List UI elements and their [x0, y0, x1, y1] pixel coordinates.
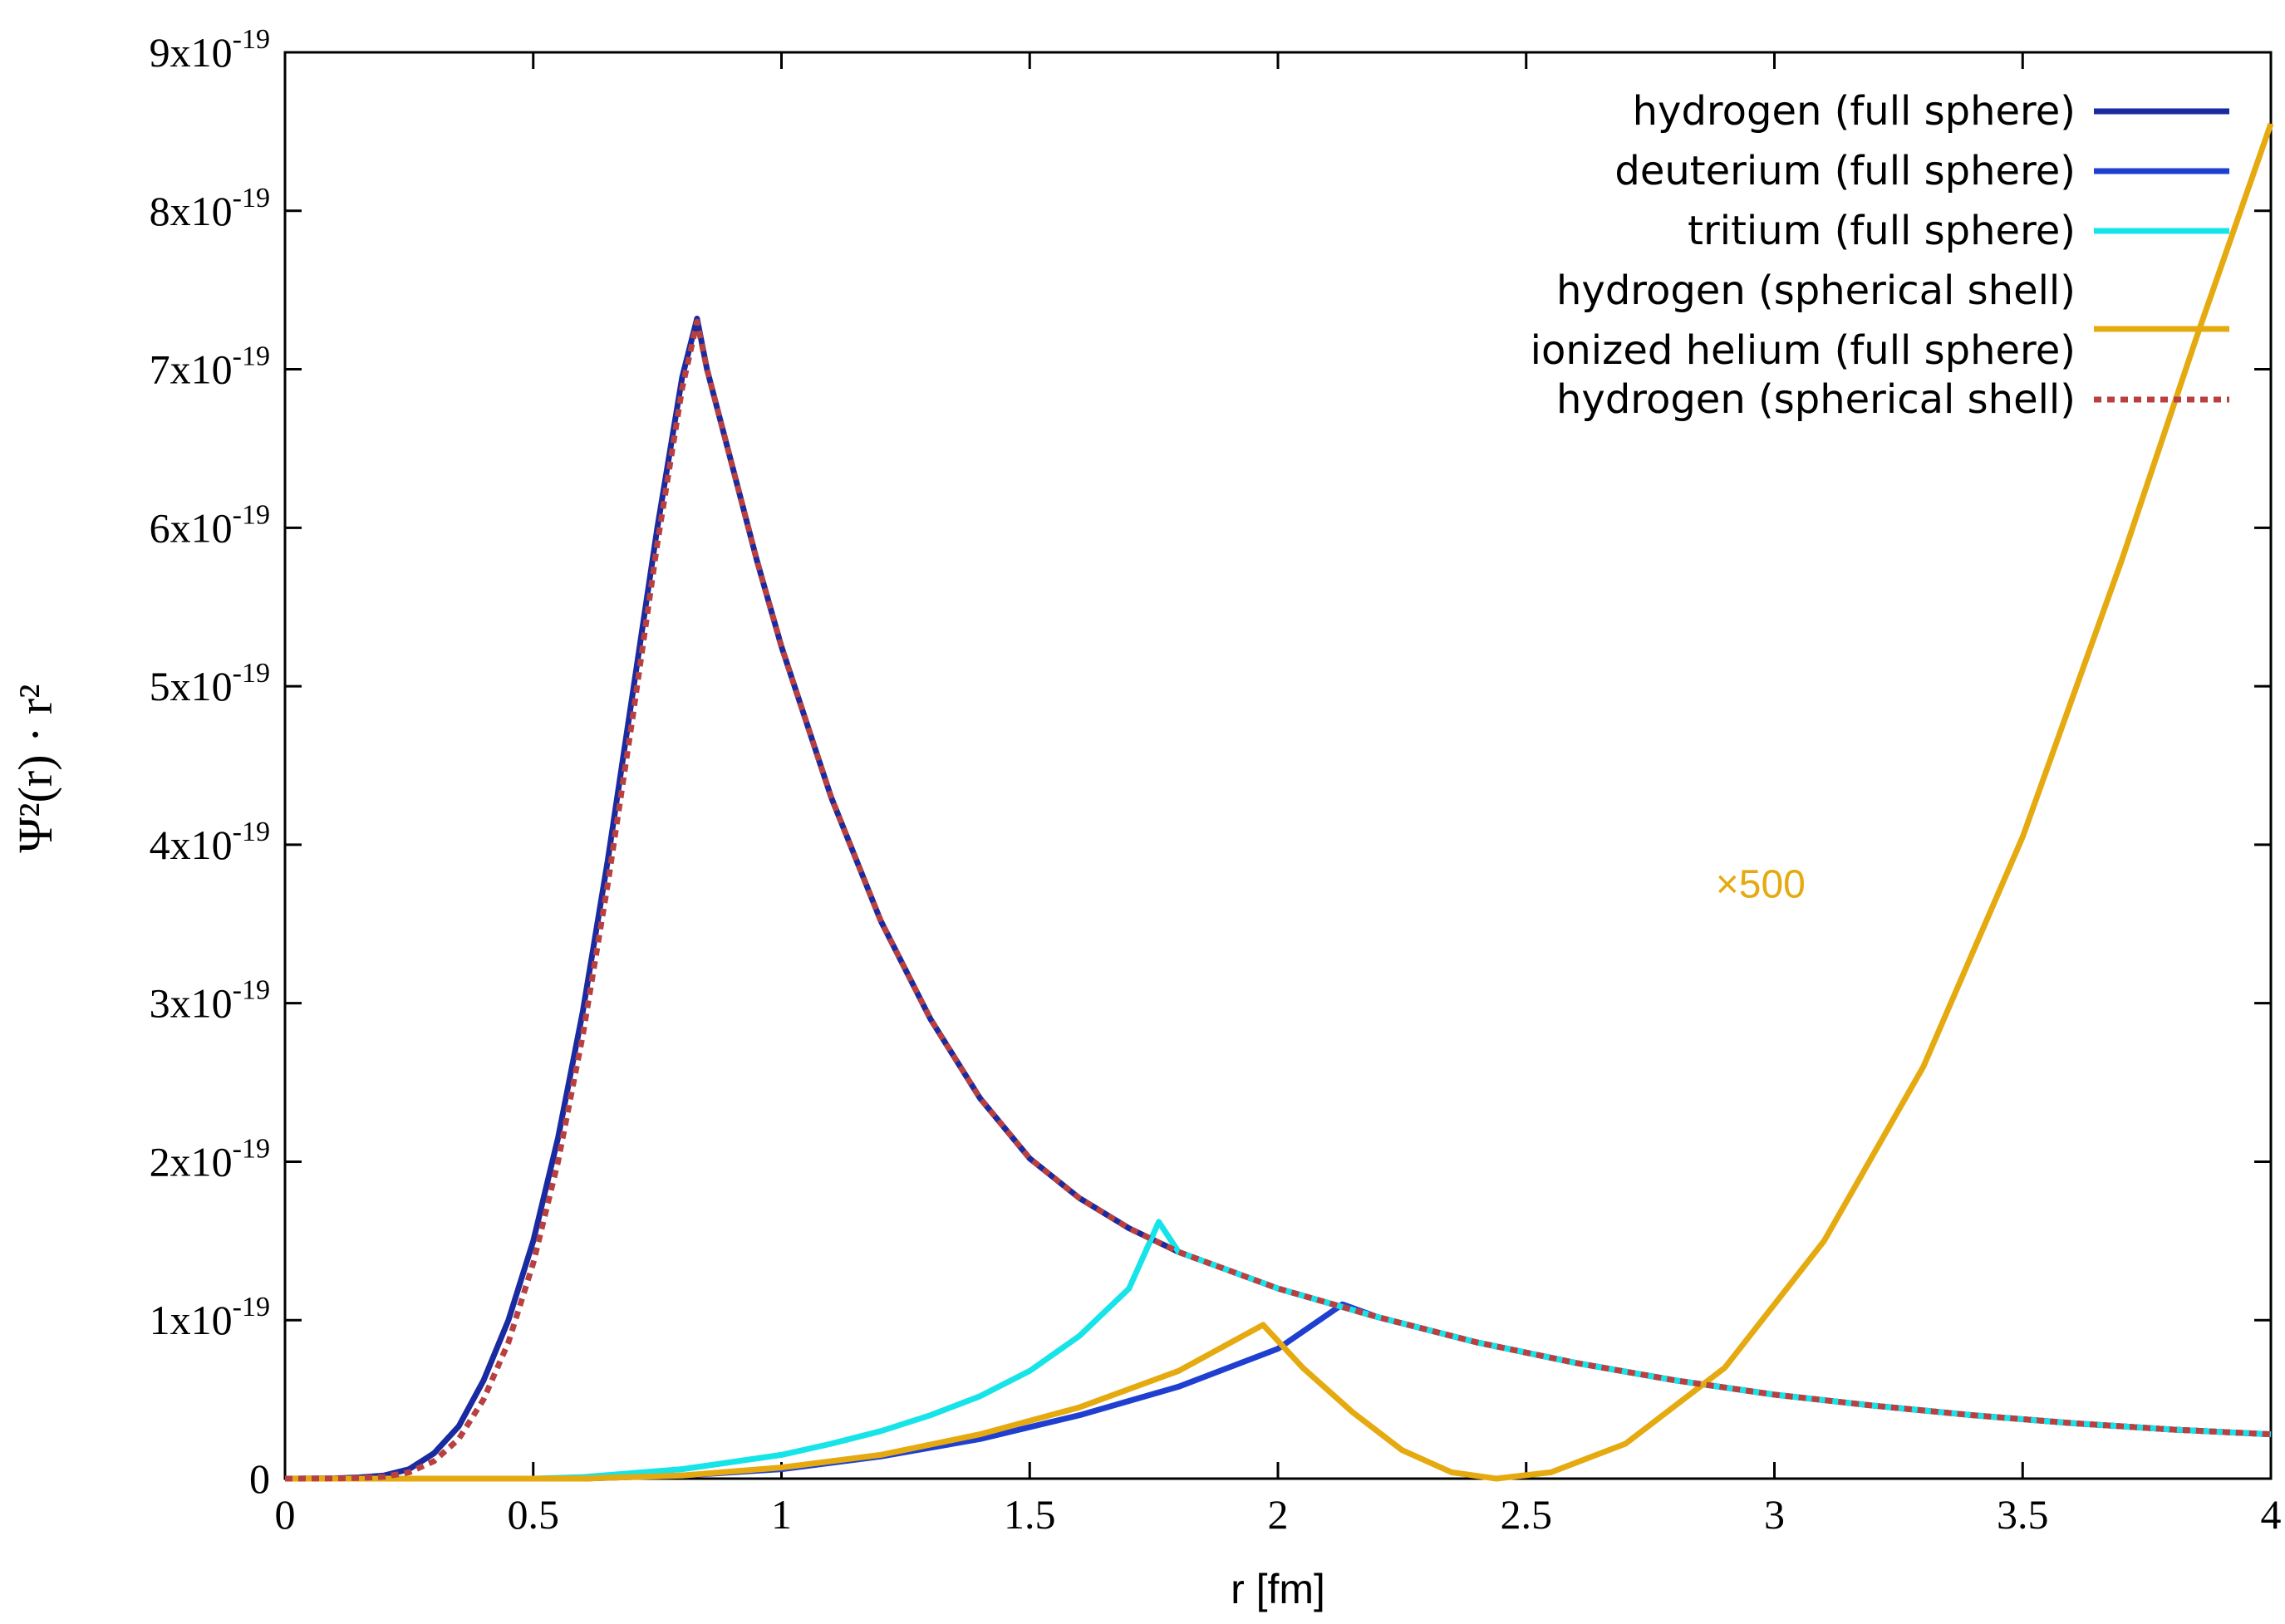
y-tick-mantissa: 0 [249, 1455, 270, 1502]
legend-label: deuterium (full sphere) [1614, 148, 2076, 194]
y-tick-mantissa: 6x10 [150, 504, 233, 551]
y-tick-mantissa: 7x10 [150, 346, 233, 393]
series-line [284, 316, 2272, 1482]
x-tick-label: 3.5 [1997, 1491, 2049, 1538]
y-tick-exponent: -19 [233, 1292, 270, 1322]
y-tick-label: 6x10-19 [150, 499, 270, 551]
x-tick-label: 1.5 [1004, 1491, 1056, 1538]
y-tick-mantissa: 8x10 [150, 188, 233, 234]
y-tick-exponent: -19 [233, 24, 270, 55]
y-tick-label: 8x10-19 [150, 183, 270, 234]
x-tick-label: 2 [1268, 1491, 1289, 1538]
legend-label: hydrogen (spherical shell) [1556, 267, 2076, 314]
y-tick-label: 5x10-19 [150, 658, 270, 709]
y-tick-label: 9x10-19 [150, 24, 270, 76]
y-tick-mantissa: 3x10 [150, 980, 233, 1027]
y-tick-exponent: -19 [233, 183, 270, 213]
legend-label: tritium (full sphere) [1688, 208, 2076, 254]
y-tick-exponent: -19 [233, 658, 270, 689]
y-tick-label: 7x10-19 [150, 341, 270, 393]
x-tick-label: 1 [771, 1491, 792, 1538]
y-tick-exponent: -19 [233, 817, 270, 847]
y-tick-label: 4x10-19 [150, 817, 270, 868]
series-line [285, 1219, 2272, 1482]
ticks: 0 0.5 1 1.5 2 2.5 3 3.5 401x10-192x10-193x10-194… [150, 24, 2282, 1538]
x-axis-title: r [fm] [1231, 1566, 1325, 1612]
legend: hydrogen (full sphere) deuterium (full sp… [1531, 88, 2229, 423]
legend-label: ionized helium (full sphere) [1531, 327, 2076, 374]
y-tick-exponent: -19 [233, 975, 270, 1006]
x-tick-label: 2.5 [1501, 1491, 1553, 1538]
y-axis-title: Ψ²(r) · r² [8, 684, 62, 852]
y-tick-mantissa: 2x10 [150, 1138, 233, 1185]
y-tick-label: 0 [249, 1455, 270, 1502]
legend-label: hydrogen (spherical shell) [1556, 376, 2076, 423]
x-tick-label: 3 [1764, 1491, 1785, 1538]
y-tick-exponent: -19 [233, 1133, 270, 1164]
y-tick-mantissa: 1x10 [150, 1297, 233, 1343]
plot-frame [283, 51, 2273, 1480]
y-tick-mantissa: 4x10 [150, 822, 233, 868]
y-tick-mantissa: 9x10 [150, 29, 233, 76]
series-line [284, 318, 2272, 1482]
y-tick-exponent: -19 [233, 341, 270, 372]
x-tick-label: 0.5 [508, 1491, 560, 1538]
y-tick-label: 1x10-19 [150, 1292, 270, 1343]
annotation-x500: ×500 [1716, 863, 1806, 907]
x-tick-label: 4 [2261, 1491, 2282, 1538]
series-layer [284, 122, 2274, 1482]
legend-label: hydrogen (full sphere) [1633, 88, 2076, 135]
y-tick-exponent: -19 [233, 499, 270, 530]
y-tick-label: 3x10-19 [150, 975, 270, 1027]
series-line [285, 1301, 2272, 1482]
y-tick-mantissa: 5x10 [150, 663, 233, 709]
x-tick-label: 0 [275, 1491, 296, 1538]
series-line [285, 122, 2274, 1482]
y-tick-label: 2x10-19 [150, 1133, 270, 1185]
